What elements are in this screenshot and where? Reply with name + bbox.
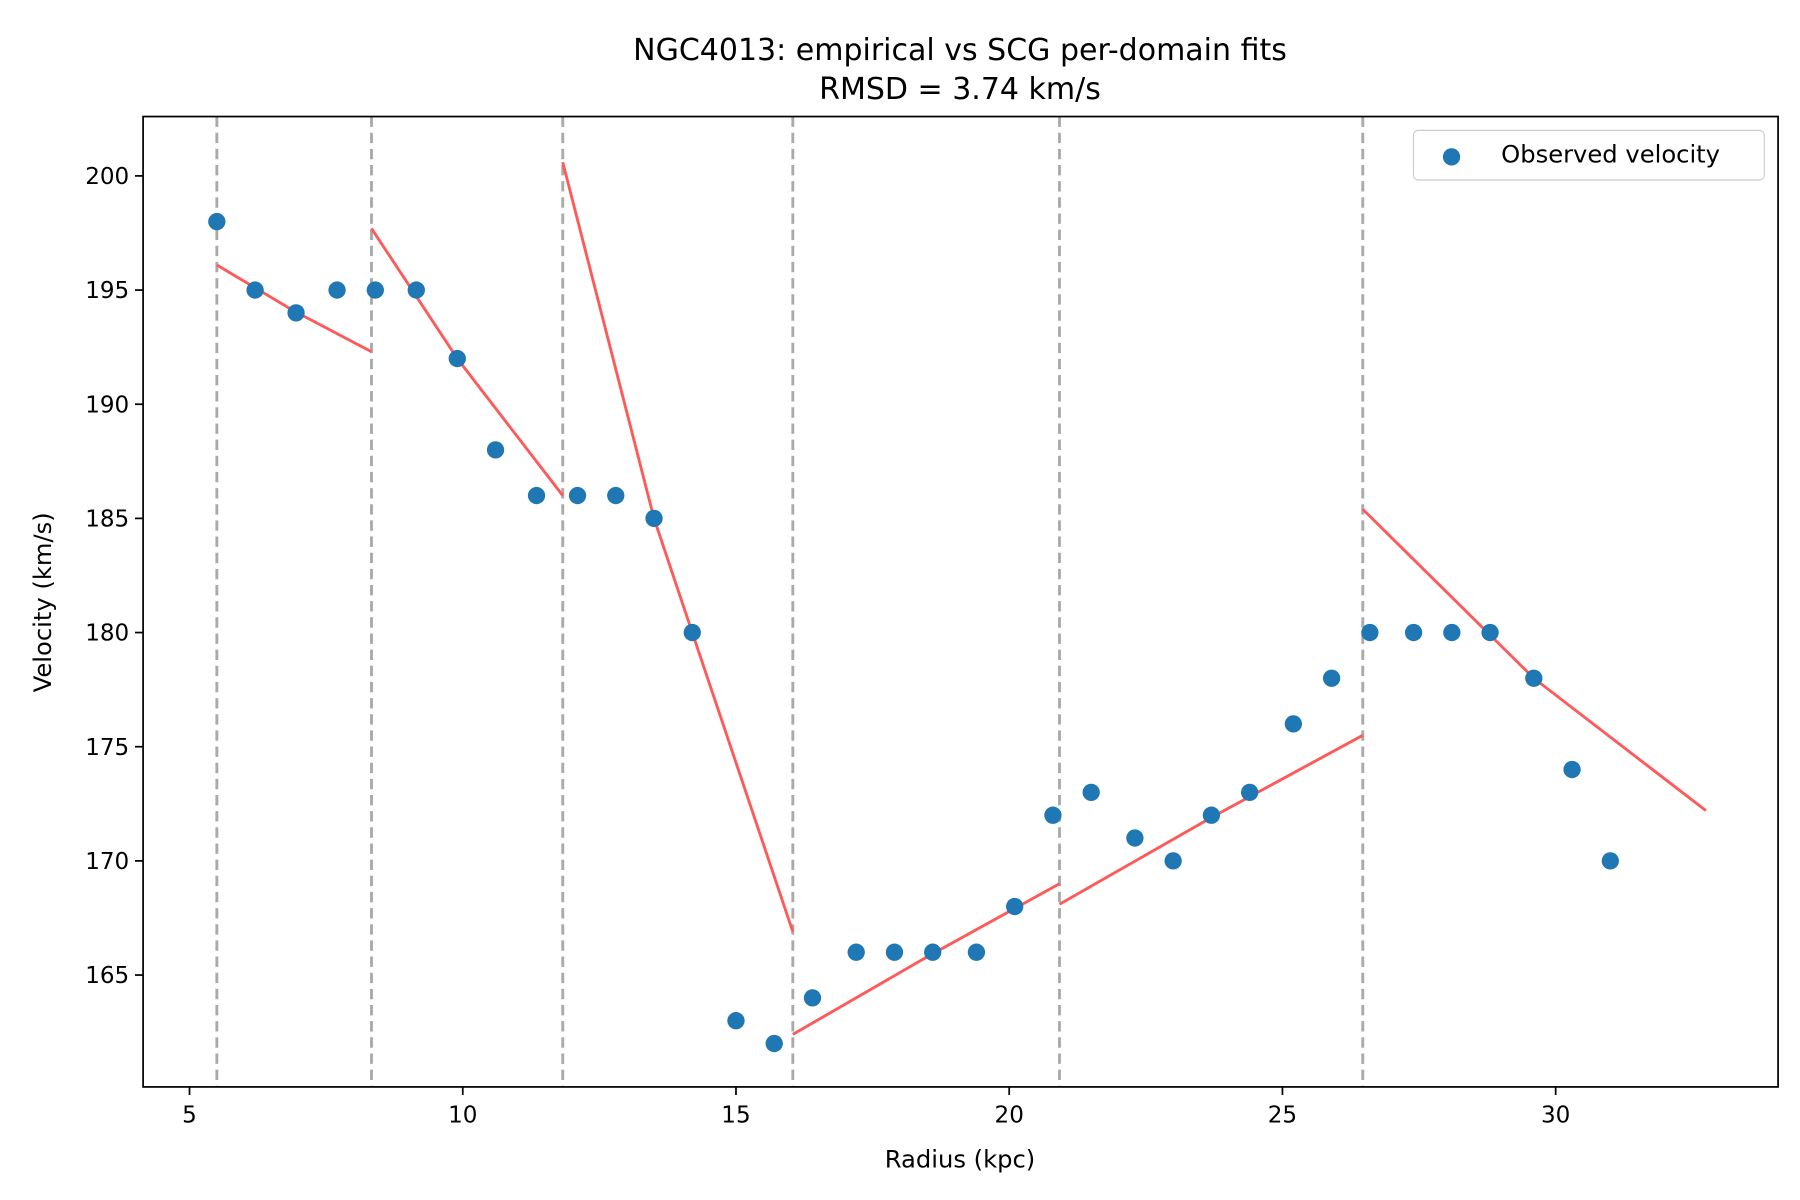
data-point bbox=[1601, 852, 1619, 870]
data-point bbox=[1126, 829, 1144, 847]
legend: Observed velocity bbox=[1412, 129, 1765, 181]
data-point bbox=[885, 943, 904, 961]
data-point bbox=[1284, 715, 1303, 733]
y-tick-label: 180 bbox=[85, 621, 129, 647]
data-point bbox=[1044, 806, 1062, 824]
chart-title: NGC4013: empirical vs SCG per-domain fit… bbox=[633, 33, 1287, 68]
data-point bbox=[1404, 623, 1423, 642]
x-tick-label: 20 bbox=[995, 1103, 1024, 1129]
chart-subtitle: RMSD = 3.74 km/s bbox=[819, 72, 1101, 107]
data-point bbox=[1443, 623, 1461, 642]
y-tick-label: 165 bbox=[85, 963, 129, 989]
data-point bbox=[246, 281, 264, 299]
data-point bbox=[1202, 806, 1221, 824]
y-axis-label: Velocity (km/s) bbox=[29, 512, 57, 692]
data-point bbox=[328, 281, 346, 299]
data-point bbox=[407, 281, 425, 299]
fit-lines bbox=[216, 161, 1707, 1036]
data-point bbox=[1164, 852, 1182, 870]
legend-marker bbox=[1442, 148, 1461, 166]
data-point bbox=[765, 1034, 783, 1053]
data-point bbox=[1240, 783, 1259, 802]
data-point bbox=[847, 943, 865, 961]
x-tick-label: 5 bbox=[182, 1103, 197, 1129]
y-axis: 165 170 175 180 185 190 195 200 bbox=[85, 164, 144, 989]
data-point bbox=[1082, 783, 1100, 802]
y-tick-label: 175 bbox=[85, 735, 129, 761]
fit-segment bbox=[370, 227, 564, 497]
data-point bbox=[683, 623, 701, 642]
data-point bbox=[1525, 669, 1543, 687]
data-point bbox=[568, 486, 587, 505]
x-axis: 5 10 15 20 25 30 bbox=[182, 1086, 1570, 1129]
data-point bbox=[1322, 669, 1341, 687]
x-tick-label: 25 bbox=[1268, 1103, 1297, 1129]
x-axis-label: Radius (kpc) bbox=[885, 1146, 1036, 1174]
data-point bbox=[607, 486, 625, 505]
data-point bbox=[287, 304, 305, 322]
y-tick-label: 195 bbox=[85, 278, 129, 304]
y-tick-label: 190 bbox=[85, 392, 129, 418]
data-point bbox=[967, 943, 986, 961]
legend-box bbox=[1412, 129, 1765, 181]
plot-area-frame bbox=[142, 115, 1779, 1088]
y-tick-label: 185 bbox=[85, 506, 129, 532]
x-tick-label: 30 bbox=[1541, 1103, 1570, 1129]
x-tick-label: 10 bbox=[448, 1103, 477, 1129]
data-point bbox=[727, 1012, 745, 1030]
data-points bbox=[208, 212, 1619, 1053]
data-point bbox=[448, 349, 466, 368]
data-point bbox=[1481, 623, 1499, 642]
data-point bbox=[1563, 760, 1581, 779]
y-tick-label: 200 bbox=[85, 164, 129, 190]
data-point bbox=[366, 281, 384, 299]
legend-label: Observed velocity bbox=[1501, 141, 1720, 169]
data-point bbox=[803, 989, 822, 1007]
data-point bbox=[486, 441, 505, 459]
data-point bbox=[527, 486, 546, 505]
data-point bbox=[208, 212, 226, 231]
domain-boundaries bbox=[215, 116, 1365, 1087]
fit-segment bbox=[561, 161, 795, 933]
fit-segment bbox=[1361, 508, 1707, 812]
data-point bbox=[924, 943, 942, 961]
data-point bbox=[645, 509, 663, 528]
data-point bbox=[1361, 623, 1379, 642]
x-tick-label: 15 bbox=[721, 1103, 750, 1129]
y-tick-label: 170 bbox=[85, 849, 129, 875]
data-point bbox=[1006, 897, 1024, 916]
